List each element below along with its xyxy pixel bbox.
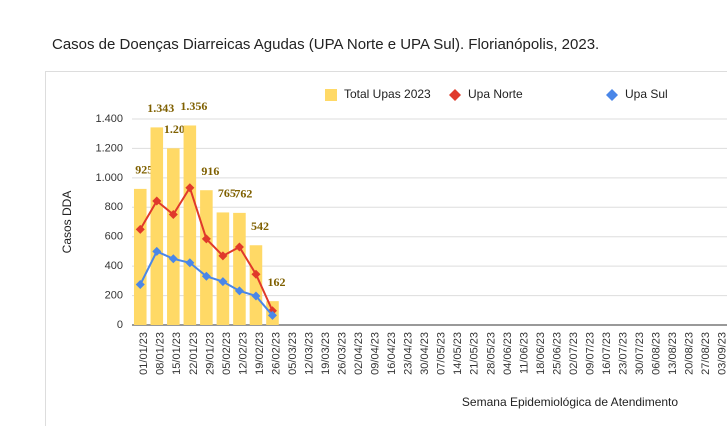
chart-frame (45, 71, 727, 426)
x-tick-label: 02/04/23 (353, 332, 365, 375)
x-tick-label: 16/07/23 (601, 332, 613, 375)
x-tick-label: 30/07/23 (634, 332, 646, 375)
point (152, 246, 162, 256)
bar (150, 127, 164, 325)
bar (249, 245, 263, 325)
point (185, 183, 195, 193)
bar (233, 212, 246, 325)
point (185, 258, 195, 268)
value-label: 762 (234, 187, 252, 201)
x-tick-label: 04/06/23 (502, 332, 514, 375)
point (251, 291, 261, 301)
y-tick-label: 200 (105, 289, 123, 301)
value-label: 542 (251, 219, 269, 233)
point (168, 209, 178, 219)
bar (216, 212, 230, 325)
value-label: 765 (218, 186, 236, 200)
x-tick-label: 25/06/23 (551, 332, 563, 375)
x-tick-label: 15/01/23 (171, 332, 183, 375)
legend-label: Total Upas 2023 (344, 87, 431, 101)
x-tick-label: 23/07/23 (617, 332, 629, 375)
point (234, 242, 244, 252)
x-tick-label: 22/01/23 (188, 332, 200, 375)
x-tick-label: 18/06/23 (535, 332, 547, 375)
point (234, 286, 244, 296)
point (135, 280, 145, 290)
x-tick-label: 16/04/23 (386, 332, 398, 375)
value-label: 162 (267, 275, 285, 289)
point (201, 234, 211, 244)
x-tick-label: 21/05/23 (469, 332, 481, 375)
point (168, 254, 178, 264)
x-tick-label: 05/02/23 (221, 332, 233, 375)
point (218, 277, 228, 287)
x-tick-label: 05/03/23 (287, 332, 299, 375)
y-axis-label: Casos DDA (60, 191, 74, 254)
x-tick-label: 26/03/23 (337, 332, 349, 375)
x-tick-label: 26/02/23 (270, 332, 282, 375)
x-tick-label: 12/02/23 (237, 332, 249, 375)
x-tick-label: 02/07/23 (568, 332, 580, 375)
x-tick-label: 13/08/23 (667, 332, 679, 375)
x-axis-label: Semana Epidemiológica de Atendimento (462, 395, 678, 409)
bar (200, 190, 213, 325)
point (251, 269, 261, 279)
value-label: 916 (201, 164, 219, 178)
point (152, 196, 162, 206)
point (267, 310, 277, 320)
value-label: 1.356 (180, 99, 207, 113)
x-tick-label: 29/01/23 (204, 332, 216, 375)
chart-title: Casos de Doenças Diarreicas Agudas (UPA … (52, 36, 599, 53)
point (218, 251, 228, 261)
x-tick-label: 14/05/23 (452, 332, 464, 375)
legend-swatch (606, 89, 618, 101)
y-tick-label: 800 (105, 201, 123, 213)
x-tick-label: 03/09/23 (717, 332, 727, 375)
y-tick-label: 600 (105, 231, 123, 243)
bar (167, 148, 180, 325)
x-tick-label: 07/05/23 (436, 332, 448, 375)
x-tick-label: 20/08/23 (684, 332, 696, 375)
y-tick-label: 1.200 (95, 142, 123, 154)
x-tick-label: 06/08/23 (651, 332, 663, 375)
point (201, 271, 211, 281)
point (135, 224, 145, 234)
x-tick-label: 09/07/23 (584, 332, 596, 375)
x-tick-label: 19/03/23 (320, 332, 332, 375)
bar (133, 188, 147, 325)
x-tick-label: 12/03/23 (303, 332, 315, 375)
y-tick-label: 0 (117, 319, 123, 331)
x-tick-label: 11/06/23 (518, 332, 530, 374)
bar (183, 125, 197, 325)
legend-label: Upa Norte (468, 87, 523, 101)
x-tick-label: 27/08/23 (700, 332, 712, 375)
legend-swatch (325, 89, 337, 101)
value-label: 925 (135, 163, 153, 177)
y-tick-label: 1.000 (95, 172, 123, 184)
x-tick-label: 08/01/23 (155, 332, 167, 375)
x-tick-label: 01/01/23 (138, 332, 150, 375)
x-tick-label: 19/02/23 (254, 332, 266, 375)
legend-swatch (449, 89, 461, 101)
x-tick-label: 28/05/23 (485, 332, 497, 375)
y-tick-label: 400 (105, 260, 123, 272)
x-tick-label: 09/04/23 (370, 332, 382, 375)
legend-label: Upa Sul (625, 87, 668, 101)
x-tick-label: 23/04/23 (403, 332, 415, 375)
value-label: 1.343 (147, 101, 174, 115)
x-tick-label: 30/04/23 (419, 332, 431, 375)
y-tick-label: 1.400 (95, 113, 123, 125)
